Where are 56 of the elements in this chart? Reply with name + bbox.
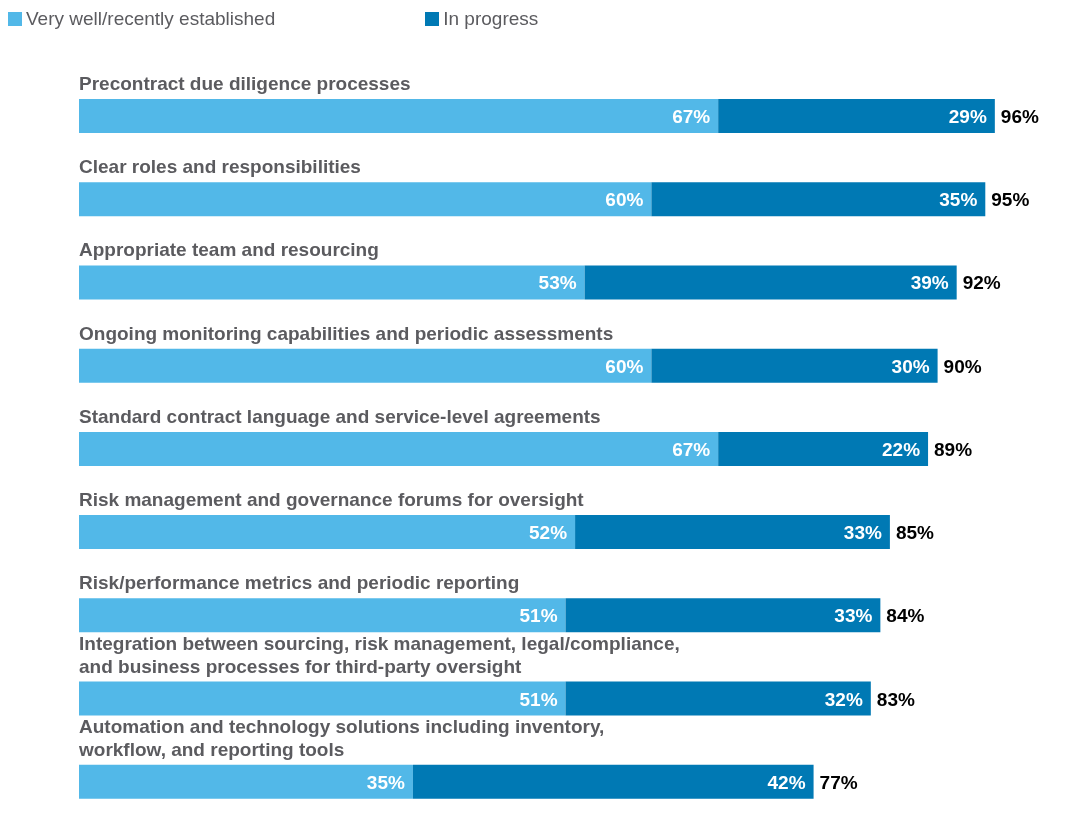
total-label: 83% bbox=[876, 688, 915, 710]
total-label: 92% bbox=[962, 272, 1001, 294]
total-label: 95% bbox=[991, 189, 1030, 211]
data-label: 67% bbox=[672, 106, 711, 127]
bar bbox=[79, 431, 719, 466]
y-tick-label: Precontract due diligence processes bbox=[79, 73, 411, 94]
bar bbox=[412, 764, 814, 799]
data-label: 60% bbox=[605, 355, 644, 377]
data-label: 35% bbox=[366, 771, 405, 793]
bar bbox=[79, 99, 719, 133]
data-label: 52% bbox=[529, 522, 568, 544]
legend-label: In progress bbox=[442, 8, 539, 30]
bar bbox=[79, 598, 566, 633]
bar bbox=[79, 764, 413, 799]
bar bbox=[718, 99, 995, 133]
y-tick-label: Risk management and governance forums for oversight bbox=[79, 489, 585, 511]
data-label: 53% bbox=[538, 272, 577, 294]
total-label: 96% bbox=[1000, 106, 1039, 127]
data-label: 51% bbox=[519, 688, 558, 710]
total-label: 84% bbox=[886, 605, 925, 627]
y-tick-label: Ongoing monitoring capabilities and periodic assessments bbox=[79, 322, 614, 344]
bar bbox=[565, 681, 871, 716]
data-label: 42% bbox=[767, 771, 806, 793]
data-label: 29% bbox=[948, 106, 987, 127]
data-label: 33% bbox=[834, 605, 873, 627]
data-label: 67% bbox=[672, 438, 711, 460]
total-label: 85% bbox=[895, 522, 935, 544]
data-label: 39% bbox=[910, 272, 949, 294]
y-tick-label: Standard contract language and service-level agreements bbox=[79, 405, 601, 427]
data-label: 33% bbox=[843, 522, 882, 544]
bar bbox=[575, 515, 890, 550]
data-label: 35% bbox=[939, 189, 978, 211]
y-tick-label: Risk/performance metrics and periodic reporting bbox=[79, 572, 520, 594]
bar bbox=[584, 265, 957, 300]
bar bbox=[79, 515, 576, 550]
y-tick-label: Integration between sourcing, risk management, legal/compliance, and business processes for third-party oversight bbox=[79, 632, 680, 677]
data-label: 32% bbox=[824, 688, 863, 710]
y-tick-label: Automation and technology solutions including inventory, workflow, and reporting tools bbox=[78, 715, 605, 760]
legend-label: Very well/recently established bbox=[25, 8, 276, 30]
bar bbox=[651, 348, 938, 383]
bar bbox=[565, 598, 881, 633]
data-label: 22% bbox=[882, 438, 921, 460]
bar bbox=[79, 348, 652, 383]
data-label: 30% bbox=[891, 355, 930, 377]
total-label: 89% bbox=[934, 438, 973, 460]
bar bbox=[79, 681, 566, 716]
bar bbox=[718, 431, 929, 466]
bar bbox=[651, 182, 986, 217]
data-label: 60% bbox=[605, 189, 644, 211]
y-tick-label: Clear roles and responsibilities bbox=[79, 156, 361, 178]
total-label: 77% bbox=[819, 771, 858, 793]
data-label: 51% bbox=[519, 605, 558, 627]
bar bbox=[79, 182, 652, 217]
bar bbox=[79, 265, 585, 300]
total-label: 90% bbox=[943, 355, 982, 377]
y-tick-label: Appropriate team and resourcing bbox=[79, 239, 379, 261]
